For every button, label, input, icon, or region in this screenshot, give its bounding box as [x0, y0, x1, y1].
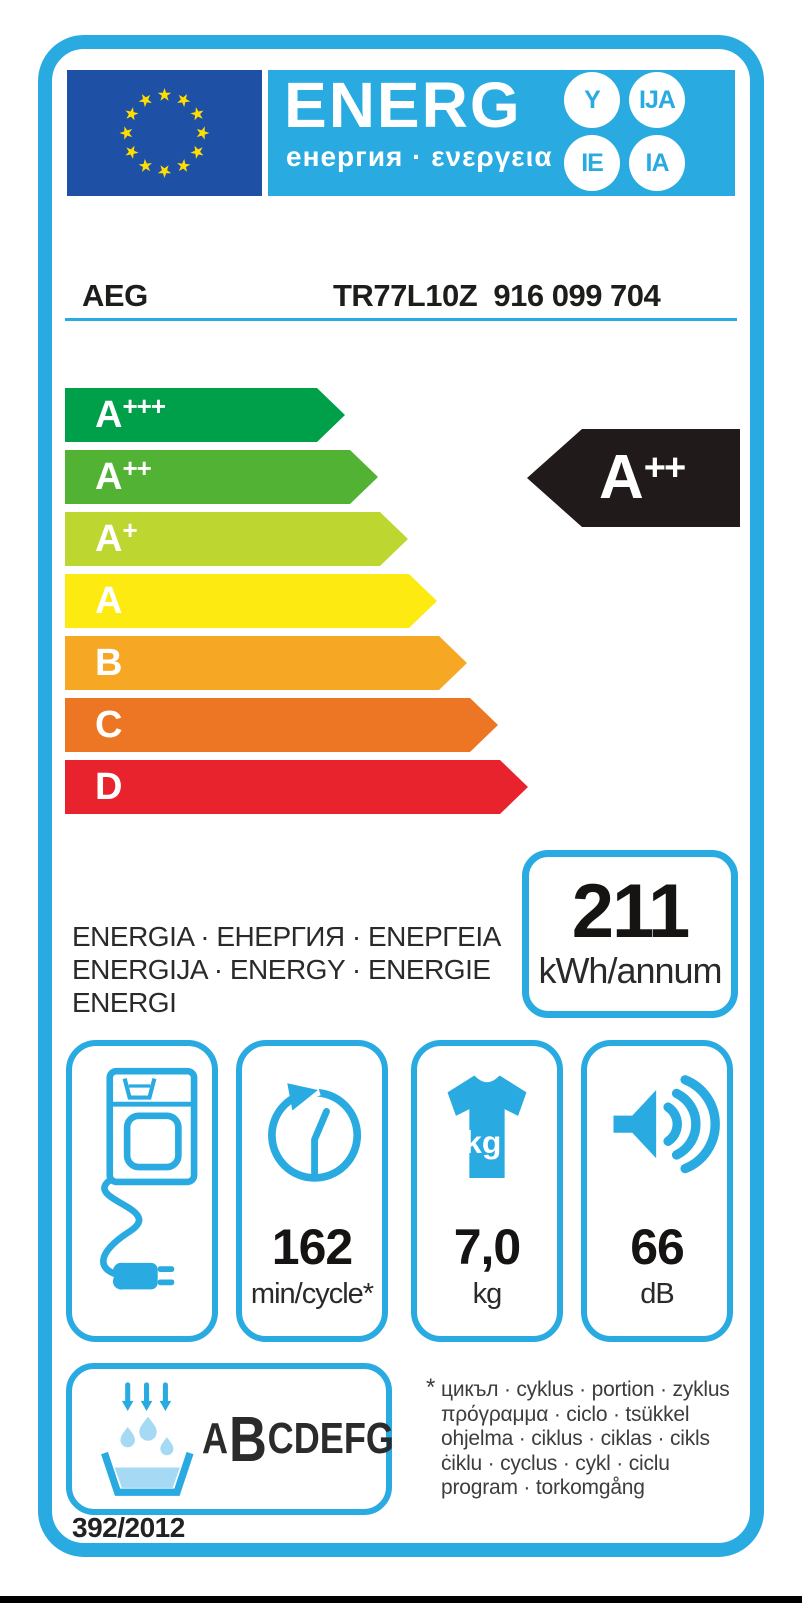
scale-label: A+ — [95, 515, 137, 560]
language-badge-y: Y — [564, 72, 620, 128]
scale-label: C — [95, 704, 123, 746]
header-divider — [65, 318, 737, 321]
brand-name: AEG — [82, 278, 148, 313]
scale-arrow-a-plus2: A++ — [65, 450, 378, 504]
annual-consumption-value: 211 — [571, 869, 691, 954]
capacity-value: 7,0 — [453, 1219, 522, 1275]
language-badge-ia: IA — [629, 135, 685, 191]
condensation-class-active: B — [228, 1403, 267, 1475]
tshirt-kg-label: kg — [464, 1124, 501, 1160]
scale-arrow-a-plus3: A+++ — [65, 388, 345, 442]
footnote-line3: ohjelma · ciklus · ciklas · cikls — [441, 1427, 710, 1450]
timer-icon — [242, 1046, 382, 1216]
scale-arrow-c: C — [65, 698, 498, 752]
energy-logo-text: ENERG — [284, 69, 522, 141]
scale-label: D — [95, 766, 123, 808]
noise-unit: dB — [640, 1278, 674, 1310]
energy-words-line3: ENERGI — [72, 987, 177, 1018]
scale-label: A+++ — [95, 391, 166, 436]
cycle-time-unit: min/cycle* — [250, 1278, 374, 1310]
eu-flag-stars-icon — [119, 88, 210, 178]
condensation-class-before: A — [202, 1414, 229, 1463]
footnote-line2: πρόγραμμα · ciclo · tsükkel — [441, 1402, 690, 1426]
bottom-separator-line — [0, 1596, 802, 1603]
noise-value: 66 — [630, 1219, 685, 1275]
eu-flag — [67, 70, 262, 196]
language-badge-ija: IJA — [629, 72, 685, 128]
footnote-cycle-words: цикъл · cyklus · portion · zyklus πρόγρα… — [441, 1378, 730, 1501]
scale-arrow-a-plus1: A+ — [65, 512, 408, 566]
noise-box: 66 dB — [581, 1040, 733, 1342]
footnote-asterisk: * — [426, 1374, 436, 1401]
cycle-time-box: 162 min/cycle* — [236, 1040, 388, 1342]
dryer-power-box — [66, 1040, 218, 1342]
condensation-class-scale: A B CDEFG — [202, 1369, 394, 1509]
language-badge-ie: IE — [564, 135, 620, 191]
capacity-box: kg 7,0 kg — [411, 1040, 563, 1342]
annual-consumption-unit: kWh/annum — [538, 950, 722, 991]
footnote-line4: ċiklu · cyclus · cykl · ciclu — [441, 1451, 670, 1475]
energy-logo-subtext: енергия · ενεργεια — [286, 141, 553, 172]
energy-words: ENERGIA · ЕНЕРГИЯ · ΕΝΕΡΓΕΙΑ ENERGIJA · … — [72, 920, 501, 1019]
speaker-icon — [587, 1046, 727, 1216]
capacity-unit: kg — [472, 1278, 503, 1310]
condensation-class-after: CDEFG — [267, 1414, 394, 1463]
scale-label: B — [95, 642, 123, 684]
energy-words-line2: ENERGIJA · ENERGY · ENERGIE — [72, 954, 491, 985]
regulation-number: 392/2012 — [72, 1512, 185, 1543]
model-number: TR77L10Z 916 099 704 — [333, 278, 661, 313]
scale-arrow-d: D — [65, 760, 528, 814]
condensation-icon — [90, 1377, 206, 1508]
annual-consumption-box: 211 kWh/annum — [522, 850, 738, 1018]
footnote-line5: program · torkomgång — [441, 1476, 645, 1499]
tshirt-kg-icon: kg — [417, 1046, 557, 1216]
scale-arrow-a: A — [65, 574, 437, 628]
footnote-line1: цикъл · cyklus · portion · zyklus — [441, 1378, 730, 1401]
condensation-box: A B CDEFG — [66, 1363, 394, 1515]
cycle-time-value: 162 — [271, 1219, 353, 1275]
energy-words-line1: ENERGIA · ЕНЕРГИЯ · ΕΝΕΡΓΕΙΑ — [72, 921, 501, 952]
dryer-plug-icon — [72, 1046, 212, 1336]
scale-arrow-b: B — [65, 636, 467, 690]
scale-label: A++ — [95, 453, 151, 498]
scale-label: A — [95, 580, 123, 622]
current-rating-label: A++ — [599, 443, 686, 512]
